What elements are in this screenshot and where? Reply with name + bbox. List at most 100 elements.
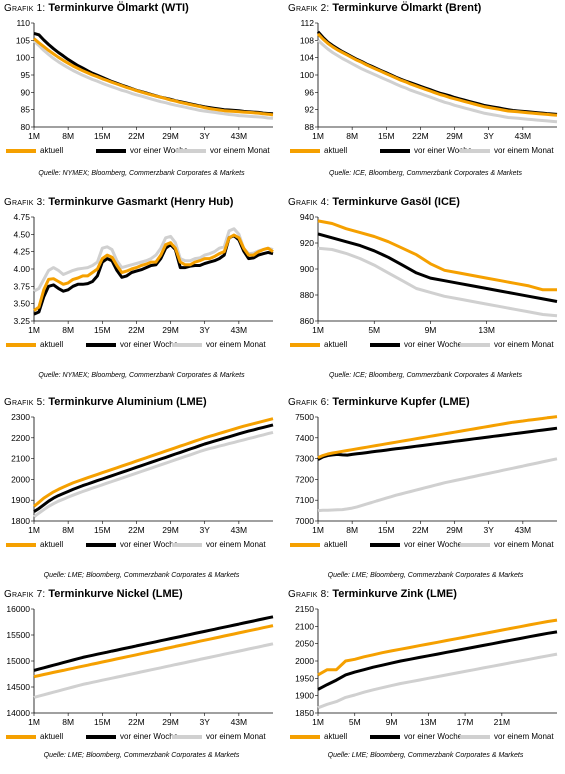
legend-label: aktuell	[324, 340, 348, 349]
x-tick-label: 15M	[378, 525, 395, 535]
x-tick-label: 13M	[420, 717, 437, 727]
x-tick-label: 29M	[162, 717, 179, 727]
legend-entry-month: vor einem Monat	[460, 340, 554, 349]
x-tick-label: 1M	[312, 131, 324, 141]
x-tick-label: 1M	[28, 131, 40, 141]
legend-entry-aktuell: aktuell	[6, 340, 63, 349]
chart-title: Grafik 5: Terminkurve Aluminium (LME)	[4, 396, 207, 408]
legend-label: vor einem Monat	[210, 146, 270, 155]
legend-entry-week: vor einer Woche	[370, 540, 462, 549]
chart-source: Quelle: NYMEX; Bloomberg, Commerzbank Co…	[38, 372, 245, 379]
legend-swatch-aktuell	[6, 734, 36, 739]
chart-number: Grafik 5:	[4, 397, 46, 408]
legend: aktuell vor einer Woche vor einem Monat	[4, 732, 279, 748]
y-tick-label: 112	[300, 18, 314, 28]
y-tick-label: 15500	[6, 630, 30, 640]
legend-entry-month: vor einem Monat	[460, 732, 554, 741]
y-tick-label: 7400	[295, 433, 314, 443]
y-tick-label: 1850	[295, 708, 314, 718]
legend-entry-month: vor einem Monat	[176, 146, 270, 155]
x-tick-label: 9M	[386, 717, 398, 727]
x-tick-label: 22M	[128, 717, 145, 727]
series-line-vor-einer-woche	[33, 423, 274, 513]
chart-title-text: Terminkurve Kupfer (LME)	[332, 396, 470, 408]
x-tick-label: 22M	[412, 131, 429, 141]
x-tick-label: 43M	[231, 717, 248, 727]
y-tick-label: 3.50	[13, 299, 30, 309]
legend-swatch-month	[460, 542, 490, 547]
legend: aktuell vor einer Woche vor einem Monat	[4, 146, 279, 162]
y-tick-label: 4.75	[13, 212, 30, 222]
x-tick-label: 8M	[346, 131, 358, 141]
legend-swatch-week	[86, 734, 116, 739]
legend: aktuell vor einer Woche vor einem Monat	[4, 340, 279, 356]
line-chart: 14000 14500 15000 15500 16000 1M 8M 15M 22M 29M 3Y…	[6, 604, 274, 727]
legend-entry-aktuell: aktuell	[6, 732, 63, 741]
y-tick-label: 7000	[295, 516, 314, 526]
legend-swatch-week	[370, 734, 400, 739]
chart-title-text: Terminkurve Ölmarkt (WTI)	[48, 2, 189, 14]
chart-title: Grafik 4: Terminkurve Gasöl (ICE)	[288, 196, 460, 208]
line-chart: 80 85 90 95 100 105 110 1M 8M 15M 22M 29M 3Y 43M	[16, 18, 274, 141]
legend-label: vor einer Woche	[404, 340, 463, 349]
legend-swatch-week	[370, 342, 400, 347]
y-tick-label: 92	[305, 105, 315, 115]
series-line-vor-einer-woche	[33, 615, 274, 672]
series-line-vor-einer-woche	[316, 30, 558, 116]
series-line-vor-einem-monat	[32, 39, 274, 120]
y-tick-label: 2200	[11, 433, 30, 443]
series-line-vor-einem-monat	[317, 246, 558, 318]
chart-source: Quelle: LME; Bloomberg, Commerzbank Corp…	[327, 572, 524, 579]
x-tick-label: 43M	[231, 525, 248, 535]
legend-swatch-month	[172, 542, 202, 547]
legend-swatch-aktuell	[290, 342, 320, 347]
legend-swatch-aktuell	[290, 148, 320, 153]
y-tick-label: 14000	[6, 708, 30, 718]
x-tick-label: 29M	[162, 525, 179, 535]
x-tick-label: 22M	[128, 525, 145, 535]
legend-swatch-month	[460, 734, 490, 739]
x-tick-label: 15M	[94, 525, 111, 535]
y-tick-label: 90	[21, 87, 31, 97]
chart-panel-6: Grafik 6: Terminkurve Kupfer (LME) 7000 7…	[288, 396, 563, 582]
series-line-vor-einer-woche	[33, 31, 274, 116]
y-tick-label: 880	[300, 290, 314, 300]
chart-number: Grafik 1:	[4, 3, 46, 14]
legend-label: aktuell	[40, 540, 64, 549]
x-tick-label: 9M	[425, 325, 437, 335]
chart-number: Grafik 4:	[288, 197, 330, 208]
legend-swatch-aktuell	[290, 734, 320, 739]
series-line-vor-einem-monat	[33, 642, 274, 699]
x-tick-label: 8M	[346, 525, 358, 535]
legend-entry-month: vor einem Monat	[460, 540, 554, 549]
y-tick-label: 1800	[11, 516, 30, 526]
y-tick-label: 105	[16, 35, 30, 45]
legend-entry-aktuell: aktuell	[290, 146, 347, 155]
x-tick-label: 15M	[94, 717, 111, 727]
x-tick-label: 29M	[162, 131, 179, 141]
x-tick-label: 21M	[494, 717, 511, 727]
legend-entry-month: vor einem Monat	[172, 732, 266, 741]
series-line-vor-einem-monat	[33, 227, 274, 293]
chart-title: Grafik 1: Terminkurve Ölmarkt (WTI)	[4, 2, 189, 14]
series-line-vor-einer-woche	[33, 234, 274, 316]
x-tick-label: 29M	[446, 131, 463, 141]
chart-source: Quelle: LME; Bloomberg, Commerzbank Corp…	[43, 752, 240, 759]
legend-entry-month: vor einem Monat	[172, 340, 266, 349]
chart-panel-1: Grafik 1: Terminkurve Ölmarkt (WTI) 80 85…	[4, 2, 279, 188]
chart-source: Quelle: NYMEX; Bloomberg, Commerzbank Co…	[38, 170, 245, 177]
legend-label: vor einer Woche	[130, 146, 189, 155]
legend-label: vor einem Monat	[206, 340, 266, 349]
legend-label: vor einem Monat	[494, 340, 554, 349]
series-line-aktuell	[33, 233, 274, 312]
chart-title: Grafik 8: Terminkurve Zink (LME)	[288, 588, 457, 600]
chart-panel-4: Grafik 4: Terminkurve Gasöl (ICE) 860 880…	[288, 196, 563, 382]
series-line-aktuell	[33, 417, 274, 508]
series-line-aktuell	[33, 37, 274, 117]
x-tick-label: 15M	[378, 131, 395, 141]
chart-source: Quelle: LME; Bloomberg, Commerzbank Corp…	[327, 752, 524, 759]
chart-number: Grafik 2:	[288, 3, 330, 14]
chart-number: Grafik 3:	[4, 197, 46, 208]
y-tick-label: 85	[21, 105, 31, 115]
legend-label: vor einer Woche	[404, 732, 463, 741]
